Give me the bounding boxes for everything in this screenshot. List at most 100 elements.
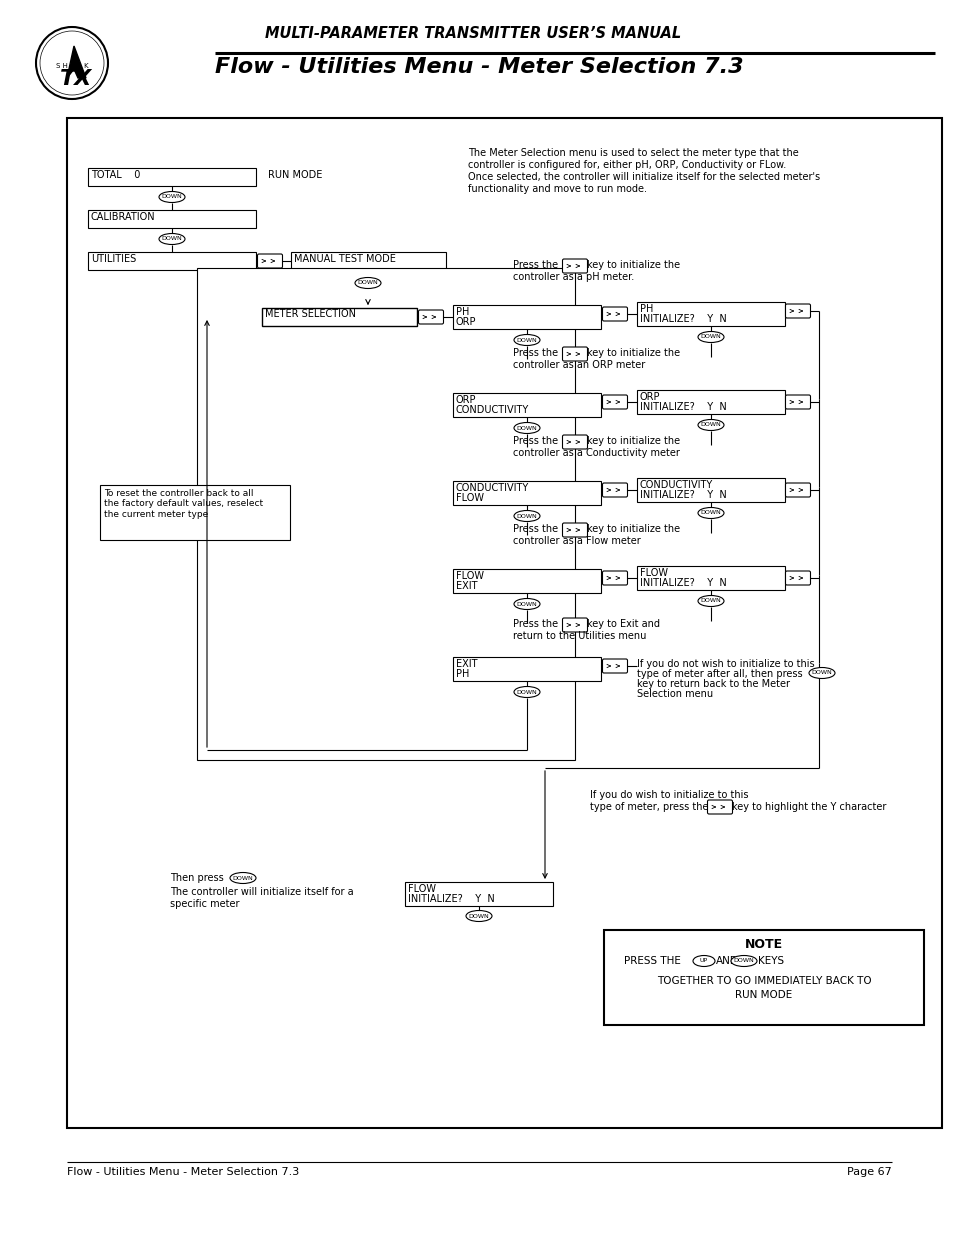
Text: UTILITIES: UTILITIES <box>91 254 136 264</box>
FancyBboxPatch shape <box>418 310 443 324</box>
Text: PRESS THE: PRESS THE <box>623 956 680 966</box>
Text: CONDUCTIVITY: CONDUCTIVITY <box>456 405 529 415</box>
Text: functionality and move to run mode.: functionality and move to run mode. <box>468 184 646 194</box>
Text: DOWN: DOWN <box>161 194 182 200</box>
Text: FLOW: FLOW <box>456 571 483 580</box>
Bar <box>100 485 290 540</box>
Text: FLOW: FLOW <box>639 568 667 578</box>
FancyBboxPatch shape <box>784 304 810 317</box>
Text: Flow - Utilities Menu - Meter Selection 7.3: Flow - Utilities Menu - Meter Selection … <box>67 1167 299 1177</box>
Text: key to initialize the: key to initialize the <box>586 524 679 534</box>
Ellipse shape <box>230 872 255 883</box>
Bar <box>637 478 784 501</box>
Bar <box>637 390 784 414</box>
Bar <box>637 566 784 590</box>
Text: Flow - Utilities Menu - Meter Selection 7.3: Flow - Utilities Menu - Meter Selection … <box>214 57 742 77</box>
Text: DOWN: DOWN <box>733 958 754 963</box>
Text: EXIT: EXIT <box>456 580 477 592</box>
Text: PH: PH <box>456 308 469 317</box>
Text: CALIBRATION: CALIBRATION <box>91 212 155 222</box>
Text: TX: TX <box>60 69 92 89</box>
Ellipse shape <box>159 233 185 245</box>
Text: DOWN: DOWN <box>811 671 832 676</box>
Text: type of meter, press the: type of meter, press the <box>589 802 708 811</box>
Text: To reset the controller back to all
the factory default values, reselect
the cur: To reset the controller back to all the … <box>104 489 263 519</box>
Text: METER SELECTION: METER SELECTION <box>265 309 355 319</box>
Bar <box>88 168 255 186</box>
FancyBboxPatch shape <box>784 395 810 409</box>
Text: NOTE: NOTE <box>744 939 782 951</box>
Text: specific meter: specific meter <box>170 899 239 909</box>
Text: key to initialize the: key to initialize the <box>586 261 679 270</box>
Ellipse shape <box>698 331 723 342</box>
Text: controller as a Flow meter: controller as a Flow meter <box>513 536 640 546</box>
Bar <box>88 210 255 228</box>
Text: DOWN: DOWN <box>700 510 720 515</box>
Bar <box>637 303 784 326</box>
Bar <box>291 252 446 270</box>
Ellipse shape <box>730 956 757 967</box>
Text: INITIALIZE?    Y  N: INITIALIZE? Y N <box>408 894 495 904</box>
Text: UP: UP <box>700 958 707 963</box>
Ellipse shape <box>514 422 539 433</box>
Bar <box>262 308 416 326</box>
FancyBboxPatch shape <box>602 395 627 409</box>
Text: The Meter Selection menu is used to select the meter type that the: The Meter Selection menu is used to sele… <box>468 148 798 158</box>
Text: DOWN: DOWN <box>161 236 182 242</box>
Polygon shape <box>67 46 86 78</box>
Text: Selection menu: Selection menu <box>637 689 713 699</box>
Text: key to initialize the: key to initialize the <box>586 436 679 446</box>
Text: FLOW: FLOW <box>408 884 436 894</box>
FancyBboxPatch shape <box>562 435 587 450</box>
Ellipse shape <box>808 667 834 678</box>
FancyBboxPatch shape <box>562 618 587 632</box>
Text: ORP: ORP <box>456 317 476 327</box>
Text: Once selected, the controller will initialize itself for the selected meter's: Once selected, the controller will initi… <box>468 172 820 182</box>
Bar <box>405 882 553 906</box>
Ellipse shape <box>514 335 539 346</box>
Text: controller is configured for, either pH, ORP, Conductivity or FLow.: controller is configured for, either pH,… <box>468 161 785 170</box>
FancyBboxPatch shape <box>562 347 587 361</box>
FancyBboxPatch shape <box>784 483 810 496</box>
Text: DOWN: DOWN <box>468 914 489 919</box>
Text: INITIALIZE?    Y  N: INITIALIZE? Y N <box>639 403 726 412</box>
Text: DOWN: DOWN <box>517 426 537 431</box>
Text: Press the: Press the <box>513 524 558 534</box>
Text: Page 67: Page 67 <box>846 1167 891 1177</box>
Text: DOWN: DOWN <box>517 689 537 694</box>
Text: PH: PH <box>456 669 469 679</box>
Text: CONDUCTIVITY: CONDUCTIVITY <box>639 480 713 490</box>
Text: key to return back to the Meter: key to return back to the Meter <box>637 679 789 689</box>
Ellipse shape <box>514 510 539 521</box>
Circle shape <box>40 31 104 95</box>
Text: DOWN: DOWN <box>700 335 720 340</box>
Text: DOWN: DOWN <box>517 514 537 519</box>
FancyBboxPatch shape <box>602 308 627 321</box>
Text: ORP: ORP <box>639 391 659 403</box>
Text: If you do wish to initialize to this: If you do wish to initialize to this <box>589 790 748 800</box>
Text: FLOW: FLOW <box>456 493 483 503</box>
FancyBboxPatch shape <box>707 800 732 814</box>
Text: key to highlight the Y character: key to highlight the Y character <box>731 802 885 811</box>
Ellipse shape <box>698 595 723 606</box>
Text: AND: AND <box>716 956 739 966</box>
FancyBboxPatch shape <box>602 659 627 673</box>
Text: S H A R K: S H A R K <box>56 63 89 69</box>
Ellipse shape <box>159 191 185 203</box>
Text: TOGETHER TO GO IMMEDIATELY BACK TO: TOGETHER TO GO IMMEDIATELY BACK TO <box>656 976 870 986</box>
Text: DOWN: DOWN <box>517 601 537 606</box>
Text: controller as an ORP meter: controller as an ORP meter <box>513 359 644 370</box>
Text: controller as a pH meter.: controller as a pH meter. <box>513 272 634 282</box>
Text: DOWN: DOWN <box>517 337 537 342</box>
Text: INITIALIZE?    Y  N: INITIALIZE? Y N <box>639 314 726 324</box>
Text: DOWN: DOWN <box>700 422 720 427</box>
Text: EXIT: EXIT <box>456 659 477 669</box>
Text: The controller will initialize itself for a: The controller will initialize itself fo… <box>170 887 354 897</box>
Text: RUN MODE: RUN MODE <box>268 170 322 180</box>
Text: Press the: Press the <box>513 348 558 358</box>
Ellipse shape <box>355 278 380 289</box>
Text: DOWN: DOWN <box>233 876 253 881</box>
Text: PH: PH <box>639 304 653 314</box>
FancyBboxPatch shape <box>562 522 587 537</box>
Ellipse shape <box>514 599 539 610</box>
